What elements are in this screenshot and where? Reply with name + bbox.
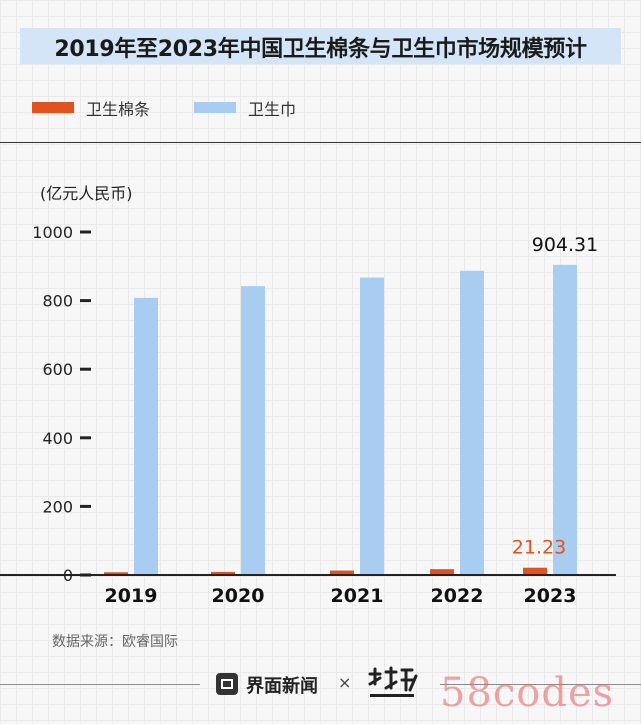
- data-label-tampon: 21.23: [512, 537, 566, 559]
- brand-separator: ×: [338, 673, 352, 692]
- data-label-pad: 904.31: [532, 234, 598, 256]
- bar-pad: [360, 277, 384, 575]
- y-tick-label: 600: [42, 360, 73, 379]
- y-tick-label: 1000: [32, 223, 73, 242]
- data-source-note: 数据来源：欧睿国际: [52, 634, 178, 650]
- x-tick-label: 2019: [105, 585, 158, 607]
- footer-divider-right: [440, 684, 641, 685]
- y-tick-label: 800: [42, 292, 73, 311]
- y-tick-label: 200: [42, 497, 73, 516]
- bar-pad: [241, 286, 265, 575]
- x-tick-label: 2022: [431, 585, 484, 607]
- footer: 界面新闻 ×: [0, 664, 641, 704]
- bar-pad: [134, 297, 158, 575]
- jiemian-logo-icon: [216, 673, 238, 695]
- brand-name: 界面新闻: [246, 676, 318, 697]
- header-divider: [0, 142, 641, 143]
- bar-tampon: [211, 571, 235, 575]
- bar-tampon: [523, 567, 547, 575]
- bar-tampon: [104, 572, 128, 575]
- title-banner: 2019年至2023年中国卫生棉条与卫生巾市场规模预计: [20, 28, 621, 64]
- chart-title: 2019年至2023年中国卫生棉条与卫生巾市场规模预计: [54, 37, 587, 62]
- datawise-logo-icon: [368, 666, 418, 697]
- bar-pad: [553, 264, 577, 575]
- legend-swatch-tampon: [32, 102, 74, 113]
- corner-watermark-text: 58codes: [440, 670, 615, 716]
- bar-tampon: [430, 569, 454, 575]
- bar-pad: [460, 270, 484, 575]
- x-tick-label: 2021: [331, 585, 384, 607]
- x-tick-label: 2020: [212, 585, 265, 607]
- legend-label-tampon: 卫生棉条: [86, 100, 151, 119]
- bar-tampon: [330, 570, 354, 575]
- y-axis-unit-label: (亿元人民币): [40, 184, 133, 203]
- footer-divider-left: [0, 684, 200, 685]
- bar-chart: 020040060080010002019202020212022202321.…: [0, 223, 616, 607]
- x-tick-label: 2023: [524, 585, 577, 607]
- legend-swatch-pad: [194, 102, 236, 113]
- y-tick-label: 400: [42, 429, 73, 448]
- legend-label-pad: 卫生巾: [248, 100, 297, 119]
